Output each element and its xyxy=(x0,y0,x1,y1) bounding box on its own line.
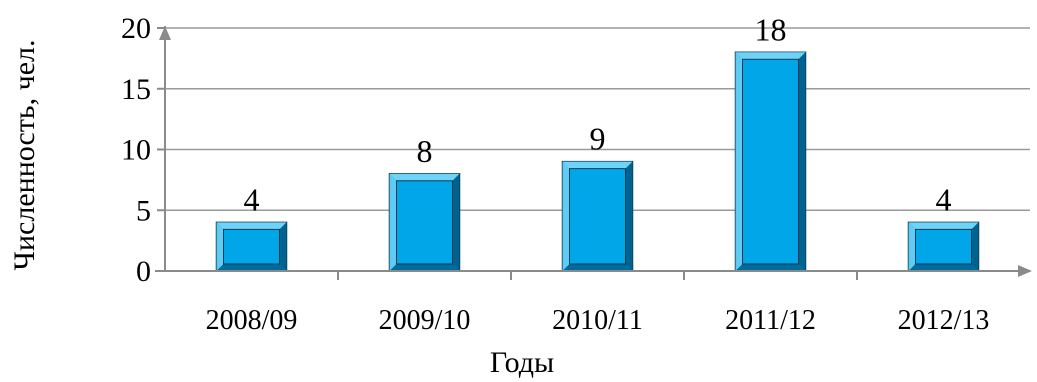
data-label: 8 xyxy=(417,133,433,169)
y-tick-label: 0 xyxy=(136,255,151,288)
data-label: 18 xyxy=(755,11,787,47)
axes xyxy=(155,26,1032,280)
y-tick-label: 5 xyxy=(136,194,151,227)
y-tick-label: 15 xyxy=(121,73,151,106)
y-axis-arrow xyxy=(159,26,171,40)
x-tick-label: 2008/09 xyxy=(206,305,298,336)
y-tick-label: 10 xyxy=(121,134,151,167)
x-tick-label: 2012/13 xyxy=(898,305,990,336)
data-labels: 4 8 9 18 4 xyxy=(244,11,952,217)
bar xyxy=(734,51,807,272)
bar xyxy=(907,221,980,272)
x-category-labels: 2008/09 2009/10 2010/11 2011/12 2012/13 xyxy=(206,305,990,336)
x-tick-label: 2009/10 xyxy=(379,305,471,336)
bar xyxy=(561,160,634,272)
bar xyxy=(215,221,288,272)
x-tick-label: 2011/12 xyxy=(725,305,816,336)
x-axis-arrow xyxy=(1018,265,1032,277)
bars xyxy=(215,51,980,272)
bar xyxy=(388,173,461,272)
y-tick-labels: 0 5 10 15 20 xyxy=(121,12,151,288)
x-axis-title: Годы xyxy=(490,346,554,379)
data-label: 4 xyxy=(936,181,952,217)
y-tick-label: 20 xyxy=(121,12,151,45)
data-label: 9 xyxy=(590,121,606,157)
y-axis-title: Численность, чел. xyxy=(8,40,41,271)
x-tick-label: 2010/11 xyxy=(552,305,643,336)
data-label: 4 xyxy=(244,181,260,217)
